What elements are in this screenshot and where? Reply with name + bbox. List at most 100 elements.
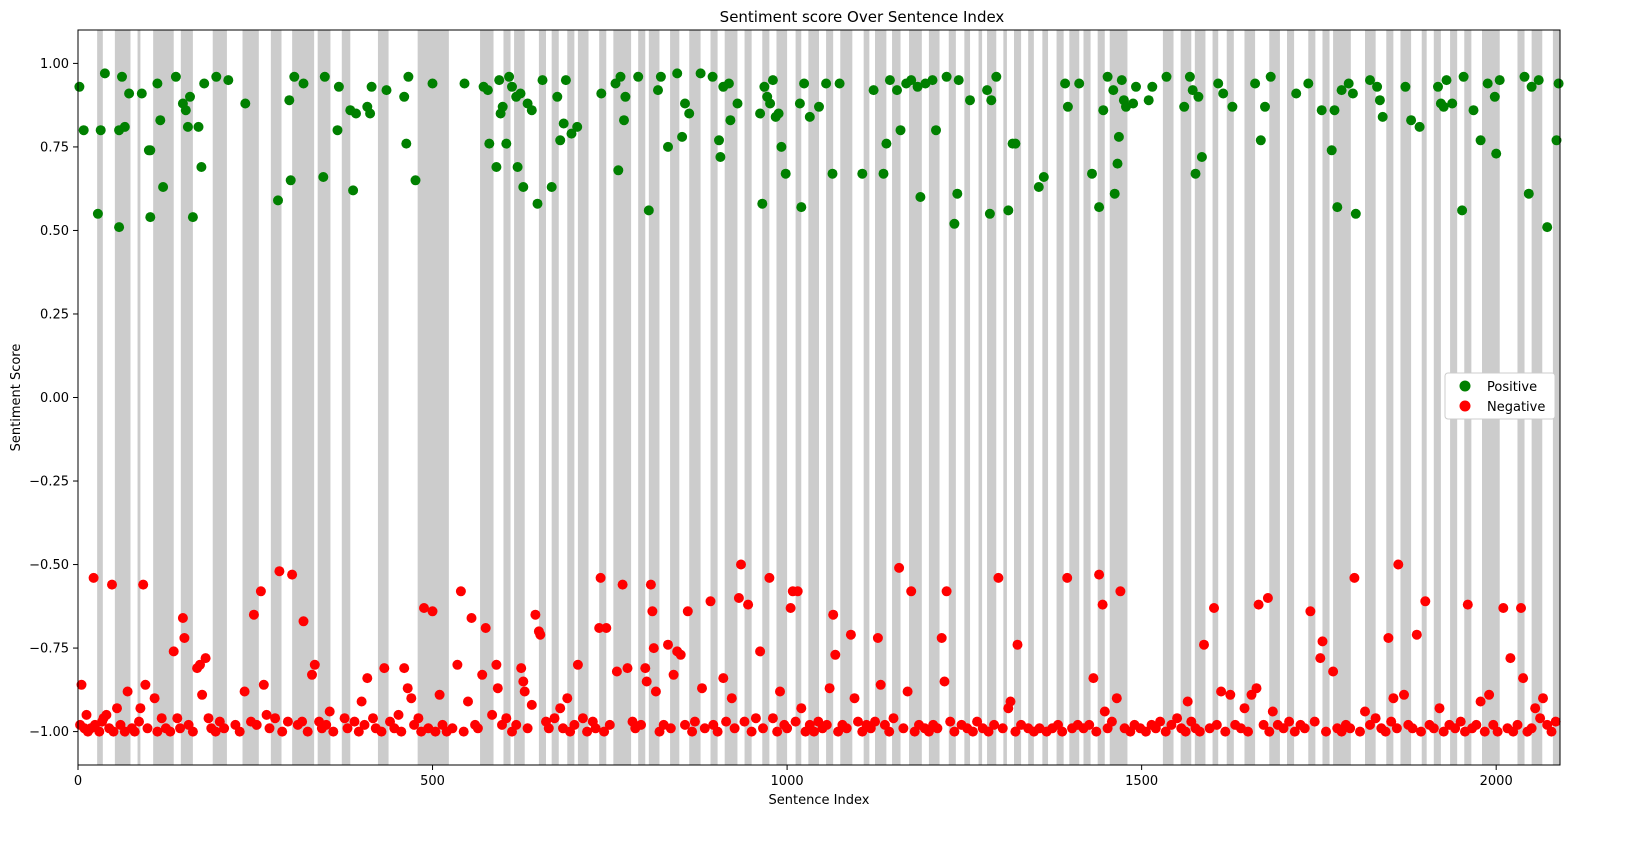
positive-point	[196, 162, 207, 172]
plot-area	[74, 29, 1564, 766]
shaded-region	[840, 30, 853, 765]
positive-point	[1343, 78, 1354, 89]
y-tick-label: 0.00	[40, 391, 69, 406]
negative-point	[939, 676, 950, 687]
negative-point	[906, 586, 917, 597]
positive-point	[1457, 205, 1468, 216]
positive-point	[732, 98, 743, 109]
positive-point	[410, 175, 421, 186]
negative-point	[88, 572, 99, 583]
negative-point	[772, 726, 783, 737]
negative-point	[1251, 683, 1262, 694]
positive-point	[619, 115, 629, 126]
positive-point	[765, 98, 776, 109]
negative-point	[140, 679, 151, 690]
negative-point	[636, 719, 646, 730]
negative-point	[555, 703, 566, 714]
positive-point	[484, 138, 495, 149]
positive-point	[518, 182, 529, 192]
negative-point	[251, 719, 262, 730]
positive-point	[491, 162, 502, 172]
negative-point	[1097, 599, 1108, 610]
positive-point	[1108, 85, 1119, 96]
negative-point	[601, 623, 612, 633]
negative-point	[1317, 636, 1328, 647]
negative-point	[697, 683, 707, 694]
shaded-region	[1069, 30, 1080, 765]
negative-point	[1216, 686, 1227, 697]
positive-point	[677, 131, 688, 142]
positive-point	[318, 172, 329, 182]
negative-point	[1505, 653, 1516, 664]
negative-point	[210, 726, 221, 737]
negative-point	[665, 723, 676, 734]
shaded-region	[137, 30, 141, 765]
positive-point	[834, 78, 845, 89]
negative-point	[1538, 693, 1548, 704]
negative-point	[234, 726, 245, 737]
positive-point	[223, 75, 234, 86]
positive-point	[881, 138, 892, 149]
negative-point	[1299, 723, 1310, 734]
positive-point	[655, 71, 666, 82]
negative-point	[1530, 703, 1541, 714]
negative-point	[298, 616, 309, 627]
positive-point	[991, 71, 1002, 82]
shaded-region	[724, 30, 738, 765]
positive-point	[759, 81, 770, 92]
positive-point	[1179, 101, 1190, 112]
shaded-region	[599, 30, 607, 765]
shaded-region	[987, 30, 997, 765]
positive-point	[1087, 168, 1097, 179]
positive-point	[512, 162, 523, 172]
negative-point	[511, 719, 522, 730]
positive-point	[868, 85, 879, 96]
positive-point	[895, 125, 906, 136]
positive-point	[1526, 81, 1537, 92]
positive-point	[1553, 78, 1564, 89]
positive-point	[401, 138, 412, 149]
negative-point	[258, 679, 269, 690]
negative-point	[261, 709, 272, 720]
positive-point	[1441, 75, 1452, 86]
positive-point	[615, 71, 626, 82]
shaded-region	[928, 30, 940, 765]
negative-point	[775, 686, 785, 697]
positive-point	[558, 118, 569, 129]
shaded-region	[180, 30, 193, 765]
negative-point	[248, 609, 259, 620]
positive-points	[74, 68, 1564, 233]
shaded-region	[242, 30, 259, 765]
negative-point	[535, 629, 546, 640]
negative-point	[492, 683, 503, 694]
positive-point	[1033, 182, 1044, 192]
negative-point	[1349, 572, 1360, 583]
negative-point	[746, 726, 757, 737]
positive-point	[1336, 85, 1347, 96]
y-tick-label: −0.50	[29, 558, 69, 573]
negative-point	[1388, 693, 1399, 704]
negative-point	[750, 713, 761, 724]
positive-point	[780, 168, 791, 179]
negative-point	[297, 716, 308, 727]
positive-point	[620, 91, 631, 102]
positive-point	[158, 182, 169, 192]
negative-point	[339, 713, 350, 724]
negative-point	[472, 723, 483, 734]
negative-point	[983, 726, 994, 737]
positive-point	[572, 121, 583, 132]
negative-point	[307, 669, 317, 680]
shaded-region	[1287, 30, 1295, 765]
negative-point	[902, 686, 913, 697]
negative-point	[755, 646, 766, 657]
positive-point	[1098, 105, 1109, 116]
negative-point	[645, 579, 656, 590]
negative-point	[687, 726, 698, 737]
negative-point	[1345, 723, 1356, 734]
positive-point	[684, 108, 695, 119]
negative-point	[1289, 726, 1300, 737]
positive-point	[796, 202, 807, 213]
shaded-region	[744, 30, 752, 765]
negative-point	[219, 723, 230, 734]
negative-point	[328, 726, 339, 737]
